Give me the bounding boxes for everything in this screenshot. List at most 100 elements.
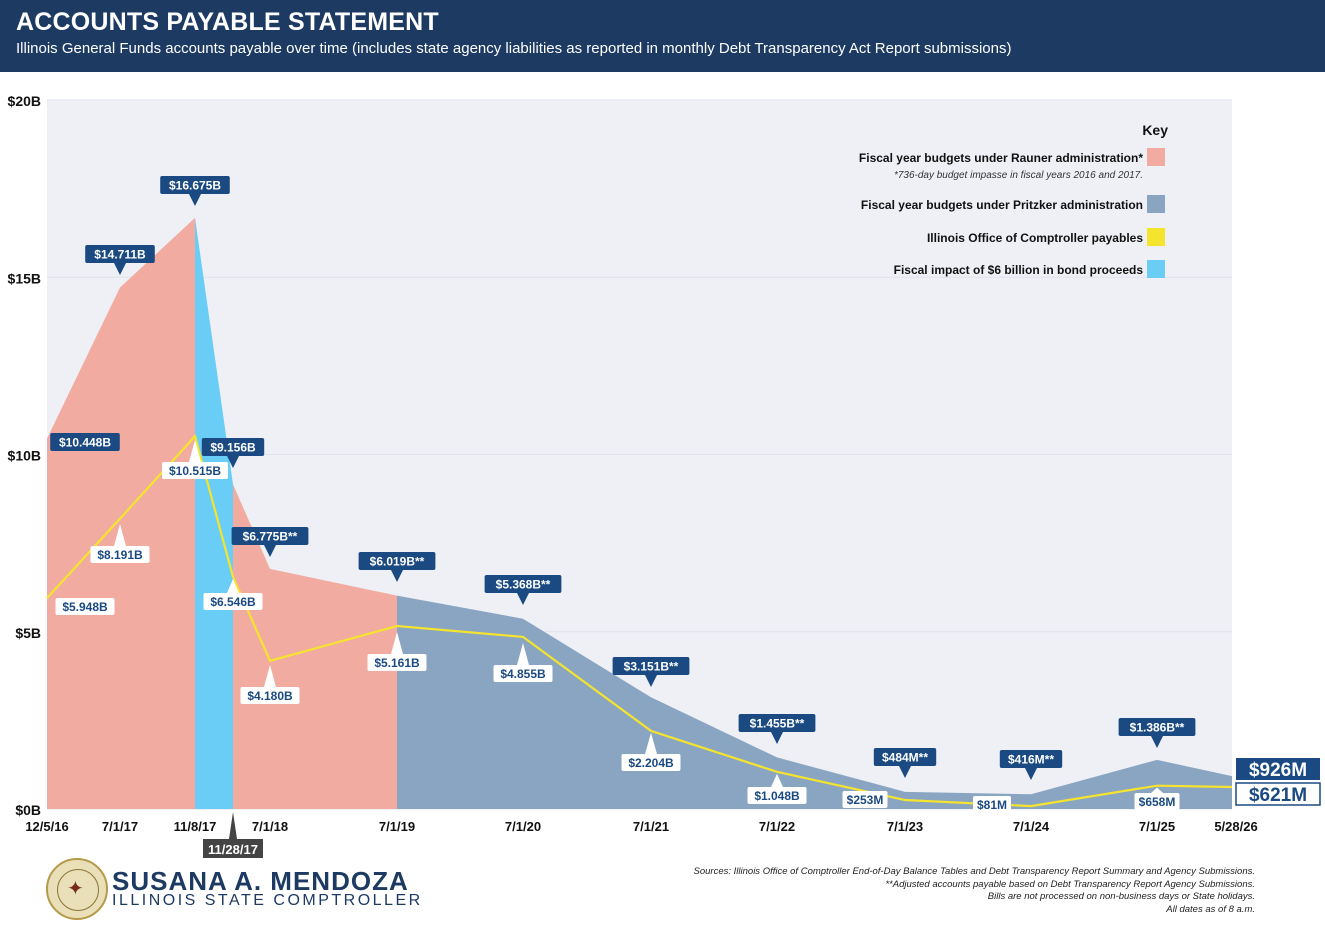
y-tick-label: $20B	[8, 93, 41, 109]
data-label-box	[973, 796, 1011, 813]
legend-label: Illinois Office of Comptroller payables	[927, 231, 1143, 245]
data-label-text: $1.455B**	[750, 717, 805, 731]
data-label-pointer	[645, 732, 657, 754]
area-data-label: $5.368B**	[484, 575, 562, 605]
area-data-label: $9.156B	[201, 438, 265, 468]
data-label-text: $3.151B**	[624, 660, 679, 674]
line-data-label: $1.048B	[747, 773, 807, 804]
data-label-pointer	[264, 665, 276, 687]
area-data-label: $6.019B**	[358, 552, 436, 582]
data-label-text: $4.180B	[247, 689, 293, 703]
note-line: Bills are not processed on non-business …	[987, 891, 1255, 902]
data-label-text: $16.675B	[169, 179, 221, 193]
data-label-box	[367, 654, 427, 671]
line-data-label: $8.191B	[90, 524, 150, 563]
header-banner: ACCOUNTS PAYABLE STATEMENT Illinois Gene…	[0, 0, 1325, 72]
data-label-box	[358, 552, 436, 570]
data-label-text: $81M	[977, 798, 1007, 812]
comptroller-title: ILLINOIS STATE COMPTROLLER	[112, 892, 423, 909]
source-notes: Sources: Illinois Office of Comptroller …	[694, 866, 1255, 916]
data-label-box	[203, 593, 263, 610]
bond-date-text: 11/28/17	[208, 842, 258, 857]
data-label-text: $14.711B	[94, 248, 146, 262]
legend-swatch	[1147, 228, 1165, 246]
y-tick-label: $15B	[8, 270, 41, 286]
data-label-pointer	[114, 263, 126, 275]
data-label-text: $484M**	[882, 751, 928, 765]
area-data-label: $16.675B	[160, 176, 230, 206]
area-data-label: $3.151B**	[612, 657, 690, 687]
latest-total-box	[1236, 758, 1320, 780]
data-label-box	[484, 575, 562, 593]
legend-swatch	[1147, 148, 1165, 166]
data-label-pointer	[1151, 736, 1163, 748]
latest-comptroller-label: $621M	[1235, 782, 1321, 806]
y-tick-label: $5B	[15, 625, 41, 641]
data-label-pointer	[899, 766, 911, 778]
line-data-label: $5.948B	[55, 598, 115, 615]
x-tick-label: 7/1/24	[1013, 819, 1050, 834]
x-tick-label: 7/1/19	[379, 819, 415, 834]
page-title: ACCOUNTS PAYABLE STATEMENT	[16, 8, 439, 36]
data-label-box	[160, 176, 230, 194]
page-subtitle: Illinois General Funds accounts payable …	[16, 40, 1012, 57]
data-label-box	[50, 433, 120, 451]
y-tick-label: $10B	[8, 448, 41, 464]
latest-total-text: $926M	[1249, 760, 1307, 781]
data-label-box	[162, 462, 228, 479]
data-label-text: $9.156B	[210, 441, 256, 455]
line-data-label: $81M	[973, 796, 1011, 813]
data-label-box	[90, 546, 150, 563]
area-data-label: $416M**	[999, 750, 1063, 780]
legend-label: Fiscal impact of $6 billion in bond proc…	[894, 263, 1144, 277]
data-label-pointer	[1151, 787, 1163, 793]
data-label-text: $2.204B	[628, 756, 674, 770]
data-label-text: $10.515B	[169, 464, 221, 478]
rauner-area	[233, 484, 397, 809]
latest-comptroller-box	[1235, 782, 1321, 806]
legend-label: Fiscal year budgets under Rauner adminis…	[859, 151, 1143, 165]
data-label-box	[612, 657, 690, 675]
area-data-label: $1.386B**	[1118, 718, 1196, 748]
data-label-box	[1134, 793, 1180, 810]
legend-swatch	[1147, 260, 1165, 278]
latest-total-label: $926M	[1236, 758, 1320, 781]
bond-date-pointer	[229, 812, 237, 839]
data-label-box	[747, 787, 807, 804]
legend-label: Fiscal year budgets under Pritzker admin…	[861, 198, 1143, 212]
x-tick-label: 11/8/17	[174, 819, 217, 834]
data-label-box	[738, 714, 816, 732]
line-data-label: $10.515B	[162, 440, 228, 479]
area-data-label: $484M**	[873, 748, 937, 778]
area-data-label: $6.775B**	[231, 527, 309, 557]
data-label-box	[842, 791, 888, 808]
data-label-pointer	[517, 643, 529, 665]
data-label-box	[201, 438, 265, 456]
data-label-pointer	[391, 632, 403, 654]
note-line: All dates as of 8 a.m.	[1166, 903, 1255, 915]
data-label-text: $1.048B	[754, 789, 800, 803]
data-label-pointer	[1025, 768, 1037, 780]
data-label-box	[873, 748, 937, 766]
data-label-box	[999, 750, 1063, 768]
line-data-label: $4.855B	[493, 643, 553, 682]
data-label-pointer	[264, 545, 276, 557]
legend-title: Key	[1142, 122, 1168, 138]
area-data-label: $1.455B**	[738, 714, 816, 744]
data-label-box	[493, 665, 553, 682]
data-label-pointer	[189, 440, 201, 462]
data-label-text: $8.191B	[97, 548, 143, 562]
data-label-box	[1118, 718, 1196, 736]
data-label-text: $6.019B**	[370, 555, 425, 569]
x-tick-label: 5/28/26	[1214, 819, 1257, 834]
bond-date-label: 11/28/17	[203, 812, 263, 858]
x-tick-label: 7/1/20	[505, 819, 541, 834]
data-label-pointer	[771, 773, 783, 787]
data-label-text: $6.546B	[210, 595, 256, 609]
latest-comptroller-text: $621M	[1249, 785, 1307, 806]
bond-date-box	[203, 839, 263, 858]
data-label-box	[621, 754, 681, 771]
line-data-label: $2.204B	[621, 732, 681, 771]
data-label-text: $4.855B	[500, 667, 546, 681]
data-label-text: $5.368B**	[496, 578, 551, 592]
